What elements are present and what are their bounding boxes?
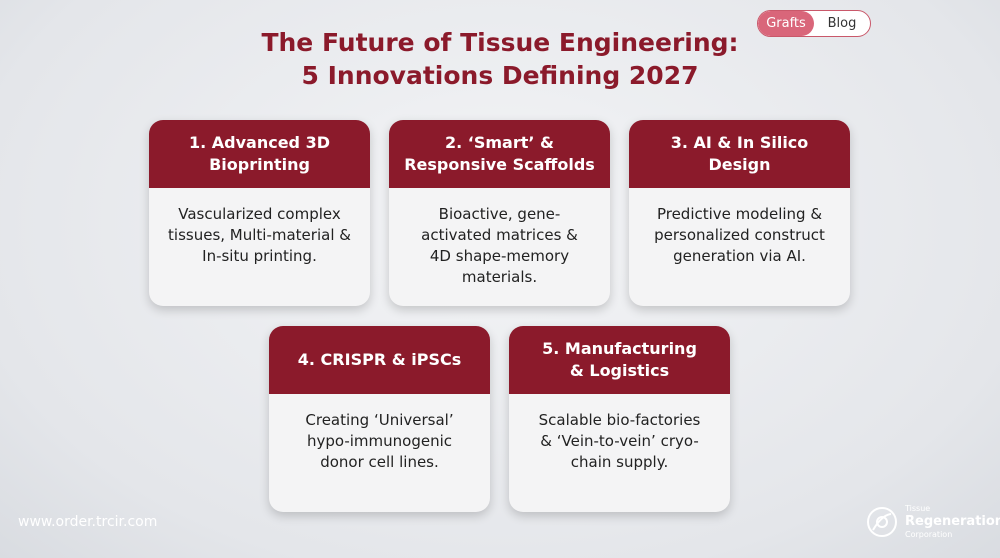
card-body: Predictive modeling & personalized constr… (629, 188, 850, 267)
card-body-line: Predictive modeling & (656, 205, 823, 223)
card-title-line: 5. Manufacturing (542, 339, 697, 358)
card-body-line: Scalable bio-factories (538, 411, 701, 429)
card-body-line: Vascularized complex (178, 205, 341, 223)
title: The Future of Tissue Engineering: 5 Innov… (0, 26, 1000, 92)
card-title-line: Design (708, 155, 771, 174)
card: 2. ‘Smart’ & Responsive Scaffolds Bioactiv… (389, 120, 610, 306)
logo-icon (867, 506, 897, 537)
card-body: Creating ‘Universal’ hypo-immunogenic dono… (269, 394, 490, 473)
logo-line: Regeneration (905, 514, 1000, 529)
footer-url: www.order.trcir.com (18, 514, 158, 530)
card-body-line: Creating ‘Universal’ (305, 411, 454, 429)
card-title-line: Responsive Scaffolds (404, 155, 595, 174)
card-header: 2. ‘Smart’ & Responsive Scaffolds (389, 120, 610, 188)
title-line: 5 Innovations Defining 2027 (301, 61, 699, 90)
card-title-line: 2. ‘Smart’ & (445, 133, 554, 152)
card: 4. CRISPR & iPSCs Creating ‘Universal’ hyp… (269, 326, 490, 512)
card-body-line: activated matrices & (421, 226, 578, 244)
card-body-line: hypo-immunogenic (306, 432, 453, 450)
card-header: 4. CRISPR & iPSCs (269, 326, 490, 394)
logo: Tissue Regeneration Corporation (865, 502, 1000, 541)
card-header: 1. Advanced 3D Bioprinting (149, 120, 370, 188)
card-body-line: chain supply. (570, 453, 669, 471)
card-body-line: & ‘Vein-to-vein’ cryo- (540, 432, 699, 450)
card-body-line: Bioactive, gene- (438, 205, 561, 223)
card-header: 5. Manufacturing & Logistics (509, 326, 730, 394)
logo-line: Corporation (905, 530, 953, 539)
card-body-line: donor cell lines. (320, 453, 439, 471)
card-title-line: & Logistics (569, 361, 670, 380)
title-line: The Future of Tissue Engineering: (261, 28, 739, 57)
card-body: Vascularized complex tissues, Multi-mater… (149, 188, 370, 267)
nav-tab[interactable]: Grafts (758, 11, 814, 36)
card-title-line: 1. Advanced 3D (188, 133, 330, 152)
nav-tab[interactable]: Blog (827, 16, 857, 31)
card-body-line: 4D shape-memory (429, 247, 570, 265)
card-body-line: materials. (461, 268, 538, 286)
card-body-line: personalized construct (654, 226, 825, 244)
card: 5. Manufacturing & Logistics Scalable bio-… (509, 326, 730, 512)
card-body-line: In-situ printing. (202, 247, 317, 265)
nav-tabs: Grafts Blog (757, 10, 871, 37)
card-body: Bioactive, gene-activated matrices & 4D s… (389, 188, 610, 288)
card-title-line: 3. AI & In Silico (670, 133, 809, 152)
card: 1. Advanced 3D Bioprinting Vascularized co… (149, 120, 370, 306)
card: 3. AI & In Silico Design Predictive modeli… (629, 120, 850, 306)
card-body-line: generation via AI. (673, 247, 806, 265)
card-title-line: Bioprinting (209, 155, 310, 174)
card-body-line: tissues, Multi-material & (168, 226, 351, 244)
card-body: Scalable bio-factories & ‘Vein-to-vein’ c… (509, 394, 730, 473)
logo-text: Tissue Regeneration Corporation (905, 502, 1000, 541)
logo-line: Tissue (905, 504, 931, 513)
card-header: 3. AI & In Silico Design (629, 120, 850, 188)
card-title-line: 4. CRISPR & iPSCs (297, 350, 462, 369)
